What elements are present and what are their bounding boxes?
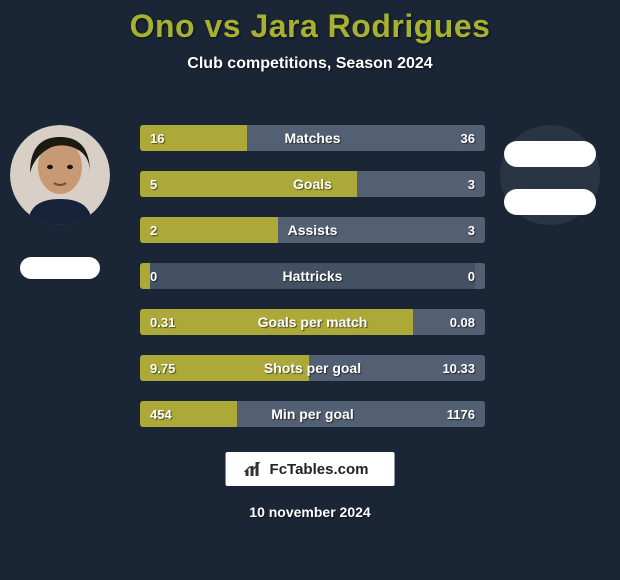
player-right-name-pill-2 xyxy=(504,189,596,215)
stat-bar-left xyxy=(140,309,413,335)
stat-row: Goals53 xyxy=(140,171,485,197)
stat-bar-right xyxy=(475,263,485,289)
player-left-avatar xyxy=(10,125,110,225)
stat-bar-right xyxy=(278,217,485,243)
stat-bar-right xyxy=(247,125,485,151)
stat-label: Hattricks xyxy=(140,263,485,289)
chart-icon xyxy=(244,460,262,478)
avatar-placeholder-icon xyxy=(10,125,110,225)
stat-row: Shots per goal9.7510.33 xyxy=(140,355,485,381)
stat-bar-left xyxy=(140,125,247,151)
stat-bar-right xyxy=(237,401,485,427)
footer-brand-text: FcTables.com xyxy=(270,461,369,478)
stat-row: Goals per match0.310.08 xyxy=(140,309,485,335)
stat-row: Min per goal4541176 xyxy=(140,401,485,427)
player-right-name-pill-1 xyxy=(504,141,596,167)
stat-bar-left xyxy=(140,355,309,381)
stat-bar-left xyxy=(140,401,237,427)
stat-bar-left xyxy=(140,171,357,197)
stat-bar-left xyxy=(140,217,278,243)
stat-bar-right xyxy=(309,355,485,381)
player-left-block xyxy=(10,125,110,279)
comparison-infographic: Ono vs Jara Rodrigues Club competitions,… xyxy=(0,0,620,580)
stat-value-left: 0 xyxy=(150,263,157,289)
player-left-name-pill xyxy=(20,257,100,279)
stat-bar-right xyxy=(357,171,485,197)
stat-bar-left xyxy=(140,263,150,289)
stat-row: Hattricks00 xyxy=(140,263,485,289)
stat-row: Matches1636 xyxy=(140,125,485,151)
footer-date: 10 november 2024 xyxy=(0,504,620,520)
page-title: Ono vs Jara Rodrigues xyxy=(0,8,620,45)
stat-row: Assists23 xyxy=(140,217,485,243)
footer-brand-badge: FcTables.com xyxy=(226,452,395,486)
player-right-block xyxy=(500,125,600,215)
stat-bars-container: Matches1636 Goals53 Assists23 Hattricks00 Go… xyxy=(140,125,485,427)
stat-bar-right xyxy=(413,309,485,335)
page-subtitle: Club competitions, Season 2024 xyxy=(0,55,620,73)
